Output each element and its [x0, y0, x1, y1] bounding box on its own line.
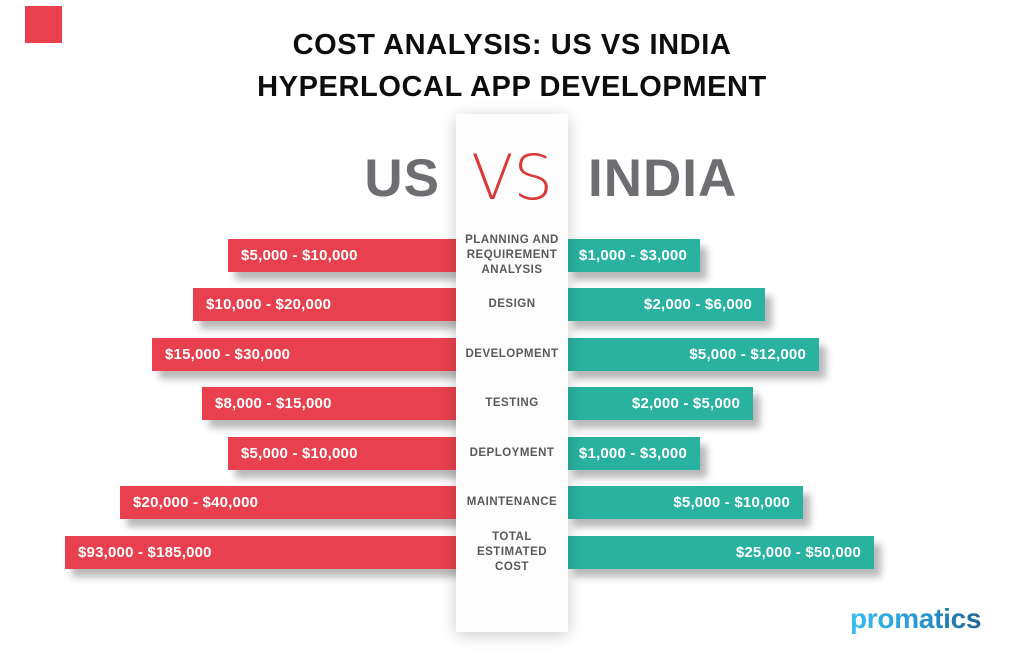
india-bar-testing: $2,000 - $5,000 — [566, 387, 753, 420]
category-label-testing: TESTING — [456, 387, 568, 420]
center-column-panel — [456, 114, 568, 632]
category-label-deployment: DEPLOYMENT — [456, 437, 568, 470]
category-label-design-text: DESIGN — [488, 298, 536, 310]
us-bar-development: $15,000 - $30,000 — [152, 338, 458, 371]
india-bar-design-value: $2,000 - $6,000 — [643, 296, 752, 313]
red-accent-square — [25, 6, 62, 43]
category-label-testing-text: TESTING — [485, 397, 539, 409]
india-bar-maintenance-value: $5,000 - $10,000 — [673, 494, 790, 511]
us-bar-design: $10,000 - $20,000 — [193, 288, 458, 321]
india-bar-planning-value: $1,000 - $3,000 — [578, 247, 687, 264]
us-bar-planning-value: $5,000 - $10,000 — [241, 247, 358, 264]
us-bar-deployment-value: $5,000 - $10,000 — [241, 445, 358, 462]
category-label-planning: PLANNING AND REQUIREMENT ANALYSIS — [456, 234, 568, 276]
category-label-design: DESIGN — [456, 288, 568, 321]
us-bar-deployment: $5,000 - $10,000 — [228, 437, 458, 470]
category-label-development-text: DEVELOPMENT — [465, 348, 559, 360]
us-bar-total-value: $93,000 - $185,000 — [78, 544, 212, 561]
india-bar-testing-value: $2,000 - $5,000 — [631, 395, 740, 412]
us-bar-testing: $8,000 - $15,000 — [202, 387, 458, 420]
india-bar-total: $25,000 - $50,000 — [566, 536, 874, 569]
category-label-planning-text: PLANNING AND REQUIREMENT ANALYSIS — [465, 234, 559, 276]
us-bar-maintenance: $20,000 - $40,000 — [120, 486, 458, 519]
category-label-maintenance-text: MAINTENANCE — [466, 496, 558, 508]
us-bar-development-value: $15,000 - $30,000 — [165, 346, 291, 363]
india-bar-development-value: $5,000 - $12,000 — [689, 346, 806, 363]
category-label-development: DEVELOPMENT — [456, 338, 568, 371]
title-line-2: HYPERLOCAL APP DEVELOPMENT — [257, 71, 767, 103]
category-label-total-text: TOTAL ESTIMATED COST — [476, 531, 548, 573]
promatics-logo: promatics — [850, 603, 1010, 635]
page-title: COST ANALYSIS: US VS INDIA HYPERLOCAL AP… — [0, 24, 1024, 108]
india-bar-planning: $1,000 - $3,000 — [566, 239, 700, 272]
us-bar-testing-value: $8,000 - $15,000 — [215, 395, 332, 412]
category-label-total: TOTAL ESTIMATED COST — [456, 531, 568, 573]
us-header: US — [364, 149, 440, 208]
india-bar-deployment: $1,000 - $3,000 — [566, 437, 700, 470]
title-line-1: COST ANALYSIS: US VS INDIA — [292, 29, 732, 61]
india-bar-design: $2,000 - $6,000 — [566, 288, 765, 321]
india-bar-development: $5,000 - $12,000 — [566, 338, 819, 371]
india-bar-deployment-value: $1,000 - $3,000 — [578, 445, 687, 462]
category-label-maintenance: MAINTENANCE — [456, 486, 568, 519]
india-bar-maintenance: $5,000 - $10,000 — [566, 486, 803, 519]
india-bar-total-value: $25,000 - $50,000 — [735, 544, 861, 561]
us-bar-planning: $5,000 - $10,000 — [228, 239, 458, 272]
india-header: INDIA — [588, 149, 738, 208]
vs-label: VS — [471, 141, 553, 214]
category-label-deployment-text: DEPLOYMENT — [469, 447, 555, 459]
us-bar-total: $93,000 - $185,000 — [65, 536, 458, 569]
us-bar-maintenance-value: $20,000 - $40,000 — [133, 494, 259, 511]
us-bar-design-value: $10,000 - $20,000 — [206, 296, 332, 313]
